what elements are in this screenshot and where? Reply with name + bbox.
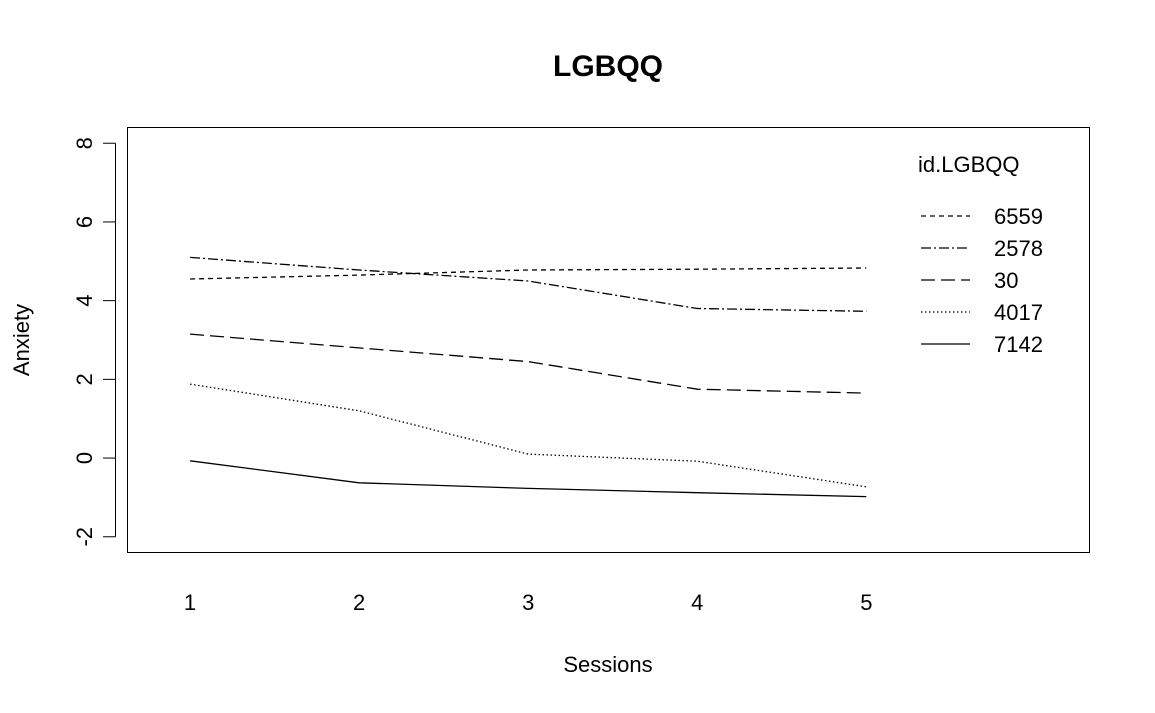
plot-frame (127, 127, 1090, 553)
x-tick-label: 4 (691, 590, 703, 615)
y-tick-label: 6 (72, 216, 97, 228)
legend-title: id.LGBQQ (918, 152, 1019, 177)
legend: id.LGBQQ 6559 2578 30 4017 7142 (918, 152, 1043, 357)
y-tick-label: 8 (72, 137, 97, 149)
x-tick-label: 3 (522, 590, 534, 615)
x-tick-label: 2 (353, 590, 365, 615)
x-axis-label: Sessions (563, 652, 652, 677)
series-line-30 (190, 333, 867, 394)
x-axis: 1 2 3 4 5 (184, 590, 873, 615)
legend-label: 2578 (994, 236, 1043, 261)
y-tick-label: 4 (72, 295, 97, 307)
legend-label: 4017 (994, 300, 1043, 325)
x-tick-label: 5 (860, 590, 872, 615)
legend-label: 30 (994, 268, 1018, 293)
y-tick-label: 2 (72, 373, 97, 385)
y-tick-label: 0 (72, 452, 97, 464)
legend-label: 6559 (994, 204, 1043, 229)
series-line-7142 (190, 460, 867, 498)
series-line-4017 (189, 383, 867, 488)
y-tick-label: -2 (72, 527, 97, 547)
y-axis: -2 0 2 4 6 8 (72, 137, 116, 547)
series-line-2578 (190, 256, 867, 312)
x-tick-label: 1 (184, 590, 196, 615)
y-axis-label: Anxiety (9, 304, 34, 376)
legend-label: 7142 (994, 332, 1043, 357)
chart-title: LGBQQ (553, 50, 663, 83)
series-line-6559 (190, 267, 867, 280)
series-lines (189, 256, 867, 498)
